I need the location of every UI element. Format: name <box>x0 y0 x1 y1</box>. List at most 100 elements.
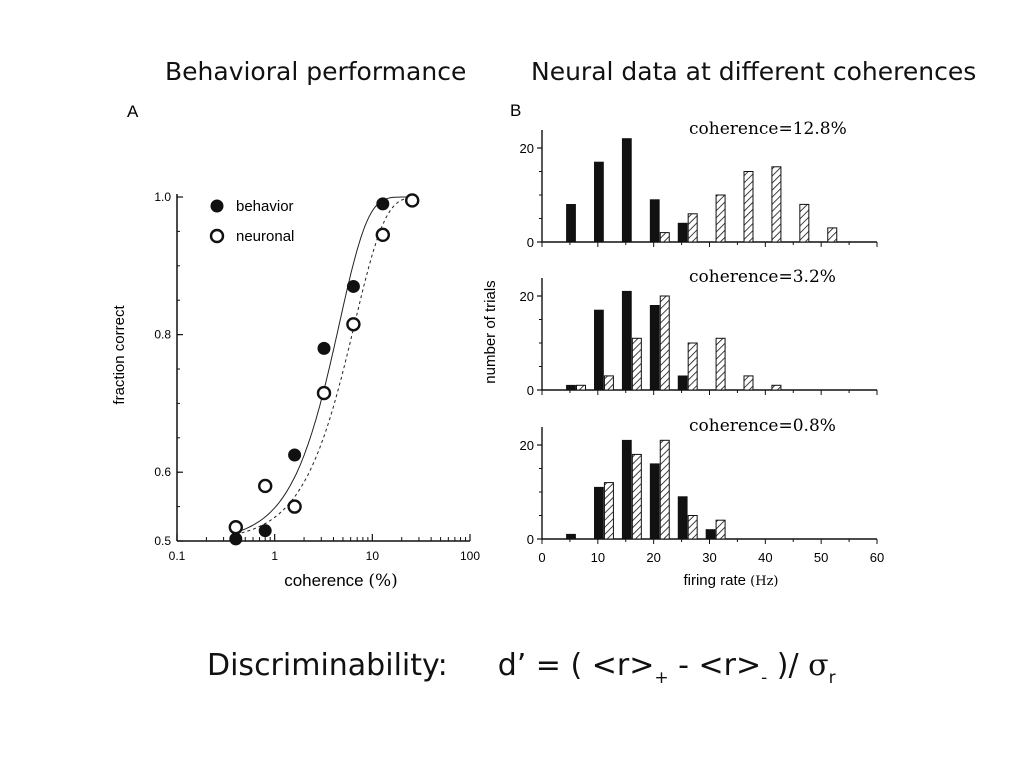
bar-hatched <box>603 375 614 391</box>
bar-hatched <box>659 232 670 243</box>
bar-hatched <box>827 227 838 243</box>
bar-solid <box>677 222 688 243</box>
discriminability-formula: Discriminability: d’ = ( <r>+ - <r>- )/ σ… <box>207 648 836 688</box>
panel-b-label: B <box>510 101 521 120</box>
formula-sigma-subscript: r <box>828 668 836 688</box>
neuronal-point <box>316 385 332 401</box>
histogram-y-tick-label: 0 <box>527 383 534 398</box>
panel-b-histograms: B 0 20 coherence=12.8% 0 20 coherence=3.2% 0 20 c… <box>482 101 884 589</box>
formula-minus: - <box>668 648 699 683</box>
bar-solid <box>649 199 660 243</box>
histogram-y-axis-label: number of trials <box>482 280 499 383</box>
histogram-y-tick-label: 0 <box>527 235 534 250</box>
bar-solid <box>649 304 660 391</box>
bar-hatched <box>715 337 726 391</box>
legend-label-neuronal: neuronal <box>236 228 294 245</box>
bar-hatched <box>576 384 586 391</box>
formula-plus-subscript: + <box>654 668 669 688</box>
histogram-x-tick-label: 50 <box>814 550 828 565</box>
bar-solid <box>594 309 604 391</box>
bar-hatched <box>771 384 782 391</box>
histogram-x-tick-label: 0 <box>538 550 545 565</box>
bar-hatched <box>659 295 670 391</box>
bar-solid <box>594 486 604 540</box>
histogram-y-tick-label: 20 <box>520 289 534 304</box>
x-tick-label: 0.1 <box>169 549 186 563</box>
bar-hatched <box>743 375 754 391</box>
x-axis-label: coherence (%) <box>284 571 398 591</box>
bar-solid <box>594 161 604 243</box>
formula-minus-subscript: - <box>761 668 768 688</box>
heading-neural-data: Neural data at different coherences <box>531 57 977 86</box>
histogram-x-tick-label: 30 <box>702 550 716 565</box>
bar-hatched <box>743 171 754 243</box>
behavior-point <box>258 524 272 538</box>
bar-hatched <box>715 194 726 243</box>
histogram-y-tick-label: 20 <box>520 141 534 156</box>
formula-label: Discriminability: <box>207 648 448 683</box>
behavior-point <box>346 279 360 293</box>
histogram-x-tick-label: 40 <box>758 550 772 565</box>
neuronal-fit-curve <box>235 197 412 535</box>
formula-close: )/ <box>767 648 809 683</box>
histogram-x-tick-label: 60 <box>870 550 884 565</box>
x-tick-label: 1 <box>271 549 278 563</box>
bar-solid <box>649 463 660 540</box>
behavior-point <box>229 532 243 546</box>
histogram-x-axis-label: firing rate (Hz) <box>683 572 778 589</box>
panel-a-label: A <box>127 102 139 121</box>
legend-marker-behavior <box>210 199 224 213</box>
y-tick-label: 0.8 <box>154 328 171 342</box>
bar-solid <box>621 138 632 243</box>
coherence-label: coherence=12.8% <box>689 119 847 139</box>
neuronal-point <box>346 317 361 332</box>
behavior-point <box>376 197 390 211</box>
bar-hatched <box>799 203 810 243</box>
neuronal-point <box>405 193 420 208</box>
legend-marker-neuronal <box>209 228 225 244</box>
bar-solid <box>566 533 576 540</box>
panel-a-psychometric-plot: A 0.1 1 10 100 0.5 0.6 0.8 1.0 coherence (%) fract… <box>111 102 480 591</box>
bar-hatched <box>687 342 698 391</box>
bar-hatched <box>687 213 698 243</box>
y-tick-label: 1.0 <box>154 190 171 204</box>
neuronal-point <box>287 499 302 514</box>
bar-solid <box>566 203 576 243</box>
neuronal-point <box>228 520 244 535</box>
formula-r-plus: <r> <box>591 648 655 683</box>
bar-hatched <box>631 337 642 391</box>
histogram-y-tick-label: 0 <box>527 532 534 547</box>
formula-r-minus: <r> <box>698 648 762 683</box>
behavior-point <box>317 341 331 355</box>
neuronal-point <box>258 478 273 494</box>
bar-solid <box>705 529 716 540</box>
formula-sigma: σ <box>808 648 829 683</box>
coherence-label: coherence=3.2% <box>689 267 836 287</box>
histogram-y-tick-label: 20 <box>520 438 534 453</box>
bar-hatched <box>687 515 698 540</box>
behavior-point <box>288 448 302 462</box>
bar-solid <box>677 375 688 391</box>
y-tick-label: 0.5 <box>154 534 171 548</box>
legend-label-behavior: behavior <box>236 198 294 215</box>
histogram-x-tick-label: 10 <box>591 550 605 565</box>
bar-solid <box>621 439 632 540</box>
bar-solid <box>566 384 576 391</box>
bar-hatched <box>715 519 726 540</box>
y-axis-label: fraction correct <box>111 305 128 405</box>
y-tick-label: 0.6 <box>154 465 171 479</box>
histogram-x-tick-label: 20 <box>646 550 660 565</box>
bar-solid <box>621 290 632 391</box>
neuronal-point <box>375 227 391 243</box>
bar-hatched <box>603 482 614 540</box>
bar-hatched <box>771 166 782 243</box>
heading-behavioral-performance: Behavioral performance <box>165 57 467 86</box>
bar-solid <box>677 496 688 540</box>
bar-hatched <box>631 453 642 540</box>
x-tick-label: 10 <box>366 549 380 563</box>
coherence-label: coherence=0.8% <box>689 416 836 436</box>
formula-lhs: d’ = ( <box>497 648 583 683</box>
x-tick-label: 100 <box>460 549 480 563</box>
bar-hatched <box>659 439 670 540</box>
